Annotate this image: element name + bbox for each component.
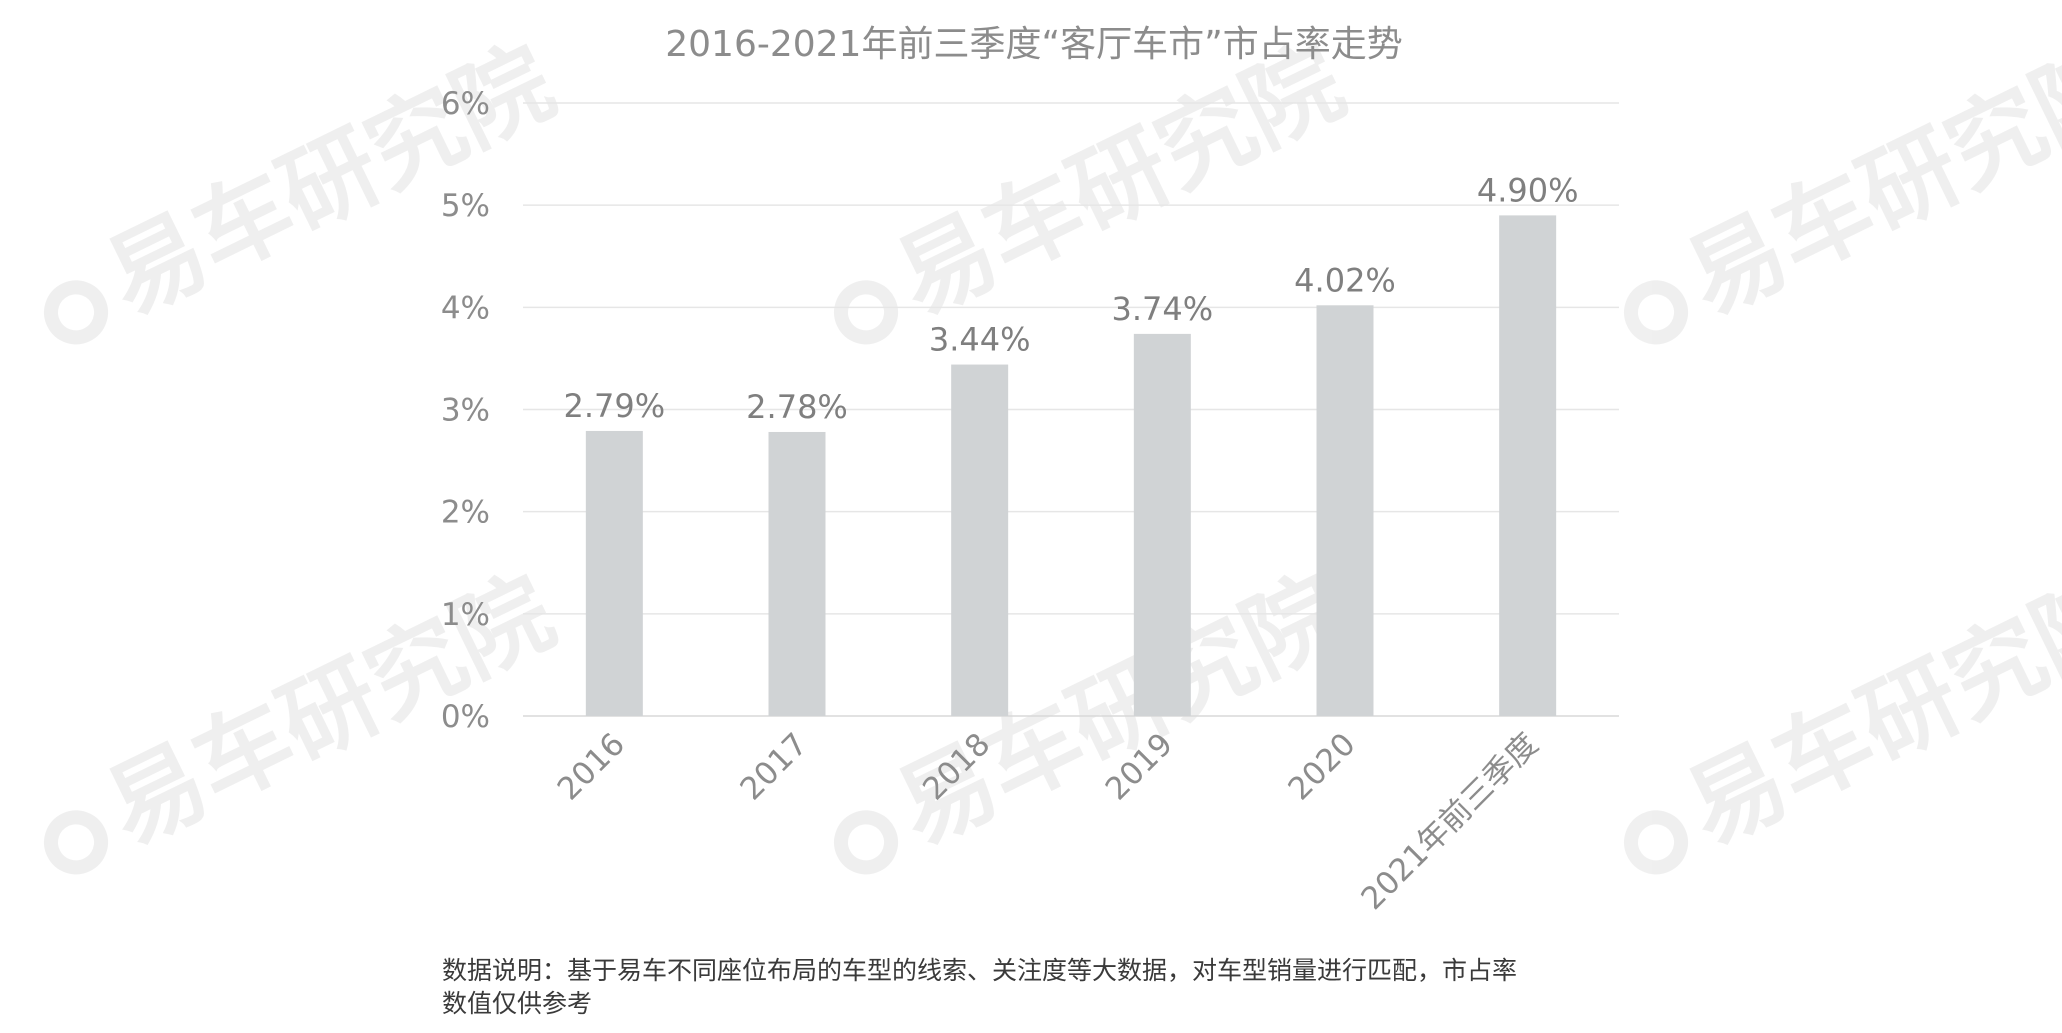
data-label: 4.90% [1477,171,1579,209]
x-tick-label: 2017 [733,726,814,807]
x-tick-label: 2016 [551,726,632,807]
x-tick-label: 2018 [916,726,997,807]
bar [1133,333,1191,716]
bar [1316,305,1374,716]
data-label: 3.74% [1112,290,1214,328]
y-tick-label: 6% [441,86,490,122]
y-tick-label: 0% [441,699,490,735]
x-tick-label: 2019 [1099,726,1180,807]
x-tick-label: 2021年前三季度 [1354,726,1545,917]
y-tick-label: 1% [441,597,490,633]
y-axis-ticks: 0% 1% 2% 3% 4% 5% 6% [441,86,490,735]
gridlines [523,102,1619,717]
bar [768,431,826,716]
value-labels: 2.79% 2.78% 3.44% 3.74% 4.02% 4.90% [564,171,1579,426]
data-label: 2.79% [564,387,666,425]
data-label: 2.78% [746,388,848,426]
x-tick-label: 2020 [1281,726,1362,807]
data-label: 4.02% [1294,261,1396,299]
data-label: 3.44% [929,321,1031,359]
bar [1499,215,1557,716]
y-tick-label: 2% [441,495,490,531]
chart-title: 2016-2021年前三季度“客厅车市”市占率走势 [665,24,1403,65]
bar [585,430,643,716]
data-note: 数据说明：基于易车不同座位布局的车型的线索、关注度等大数据，对车型销量进行匹配，… [442,956,1518,1018]
bar [951,364,1009,716]
y-tick-label: 5% [441,188,490,224]
bars [585,215,1557,716]
y-tick-label: 4% [441,290,490,326]
y-tick-label: 3% [441,393,490,429]
